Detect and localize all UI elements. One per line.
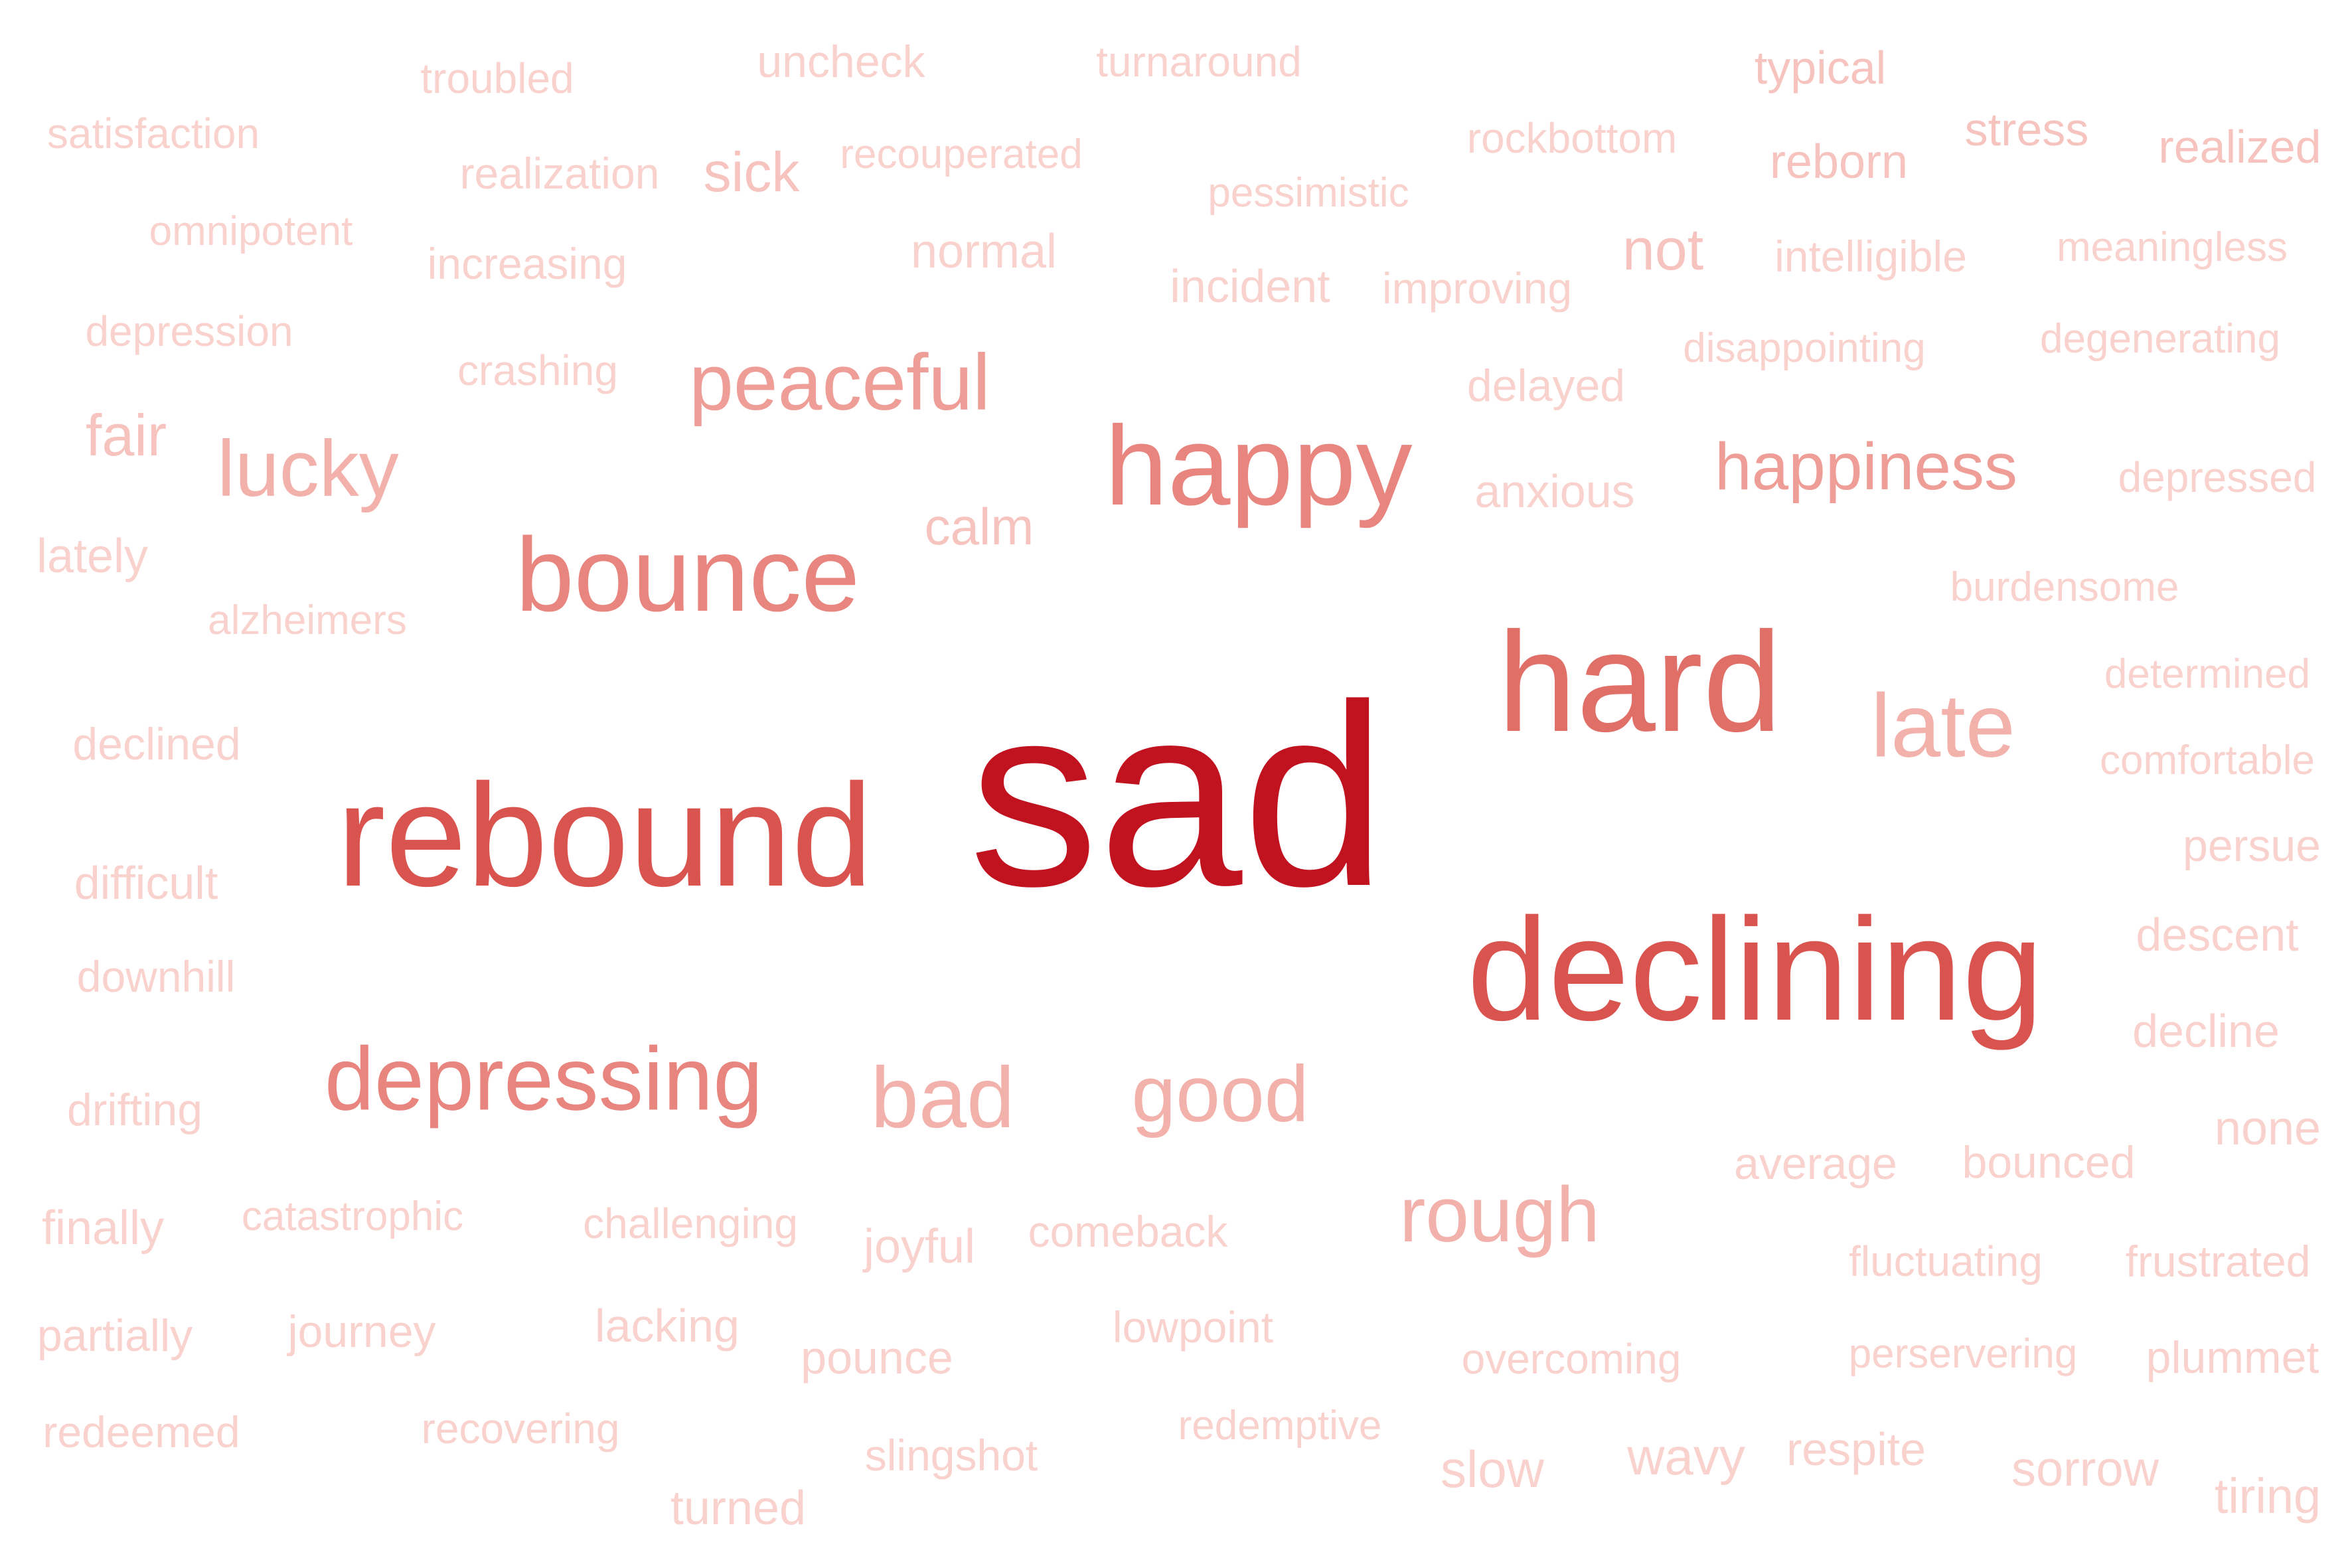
word-comfortable: comfortable [2100, 738, 2315, 783]
word-wavy: wavy [1627, 1427, 1745, 1486]
word-fluctuating: fluctuating [1849, 1237, 2043, 1285]
word-realization: realization [459, 149, 660, 198]
word-bounced: bounced [1962, 1137, 2136, 1188]
word-degenerating: degenerating [2040, 316, 2280, 362]
word-finally: finally [41, 1202, 165, 1255]
word-rockbottom: rockbottom [1466, 114, 1678, 162]
word-slingshot: slingshot [864, 1431, 1038, 1480]
word-respite: respite [1786, 1423, 1926, 1475]
word-slow: slow [1440, 1440, 1545, 1498]
word-comeback: comeback [1028, 1207, 1228, 1256]
word-frustrated: frustrated [2125, 1237, 2311, 1286]
word-troubled: troubled [420, 54, 574, 102]
word-late: late [1871, 675, 2015, 776]
word-redeemed: redeemed [42, 1407, 240, 1456]
word-improving: improving [1381, 264, 1573, 313]
word-declining: declining [1466, 888, 2044, 1051]
word-normal: normal [910, 225, 1058, 278]
word-turnaround: turnaround [1096, 38, 1302, 86]
word-intelligible: intelligible [1774, 232, 1967, 281]
word-meaningless: meaningless [2056, 224, 2288, 270]
word-rough: rough [1399, 1171, 1600, 1259]
word-depressing: depressing [324, 1028, 763, 1129]
word-happy: happy [1105, 403, 1413, 529]
word-declined: declined [72, 719, 241, 769]
word-persue: persue [2183, 821, 2321, 871]
word-fair: fair [85, 402, 167, 468]
word-omnipotent: omnipotent [149, 208, 353, 254]
word-anxious: anxious [1474, 465, 1635, 517]
word-decline: decline [2132, 1005, 2280, 1057]
word-lowpoint: lowpoint [1112, 1302, 1274, 1352]
word-joyful: joyful [863, 1220, 976, 1273]
word-perservering: perservering [1848, 1331, 2078, 1377]
word-sick: sick [703, 141, 800, 203]
word-none: none [2214, 1102, 2321, 1155]
word-difficult: difficult [74, 857, 218, 909]
word-tiring: tiring [2214, 1468, 2321, 1524]
word-satisfaction: satisfaction [46, 110, 260, 157]
word-delayed: delayed [1466, 360, 1626, 411]
word-partially: partially [37, 1310, 193, 1361]
word-redemptive: redemptive [1178, 1403, 1382, 1449]
word-disappointing: disappointing [1683, 325, 1926, 371]
word-lucky: lucky [217, 424, 399, 513]
word-sorrow: sorrow [2011, 1441, 2159, 1496]
word-bounce: bounce [515, 516, 860, 633]
word-average: average [1734, 1138, 1897, 1189]
word-challenging: challenging [583, 1200, 798, 1247]
word-turned: turned [670, 1482, 807, 1535]
word-not: not [1622, 216, 1704, 282]
word-crashing: crashing [457, 347, 618, 394]
word-depressed: depressed [2118, 453, 2317, 501]
word-reborn: reborn [1769, 135, 1909, 189]
word-good: good [1131, 1050, 1309, 1138]
word-increasing: increasing [427, 239, 627, 288]
word-calm: calm [924, 497, 1034, 556]
word-overcoming: overcoming [1461, 1335, 1682, 1383]
word-recouperated: recouperated [840, 131, 1083, 177]
word-stress: stress [1964, 104, 2089, 155]
word-uncheck: uncheck [757, 37, 925, 87]
word-sad: sad [969, 651, 1387, 940]
word-happiness: happiness [1715, 430, 2017, 504]
word-lately: lately [36, 530, 149, 583]
word-typical: typical [1754, 42, 1887, 94]
word-lacking: lacking [595, 1300, 740, 1352]
word-downhill: downhill [76, 952, 236, 1001]
word-depression: depression [85, 307, 293, 355]
word-catastrophic: catastrophic [241, 1194, 464, 1239]
word-plummet: plummet [2146, 1332, 2319, 1383]
word-peaceful: peaceful [689, 338, 990, 427]
word-burdensome: burdensome [1950, 564, 2179, 610]
word-incident: incident [1170, 260, 1330, 312]
word-journey: journey [287, 1306, 436, 1357]
word-bad: bad [870, 1049, 1015, 1146]
word-alzheimers: alzheimers [208, 597, 407, 643]
word-realized: realized [2158, 121, 2321, 173]
word-pessimistic: pessimistic [1208, 170, 1409, 216]
word-drifting: drifting [66, 1085, 203, 1135]
word-pounce: pounce [801, 1332, 953, 1383]
word-hard: hard [1497, 603, 1782, 761]
word-descent: descent [2136, 909, 2299, 961]
word-determined: determined [2104, 651, 2311, 697]
word-recovering: recovering [421, 1405, 620, 1452]
word-rebound: rebound [337, 753, 873, 917]
